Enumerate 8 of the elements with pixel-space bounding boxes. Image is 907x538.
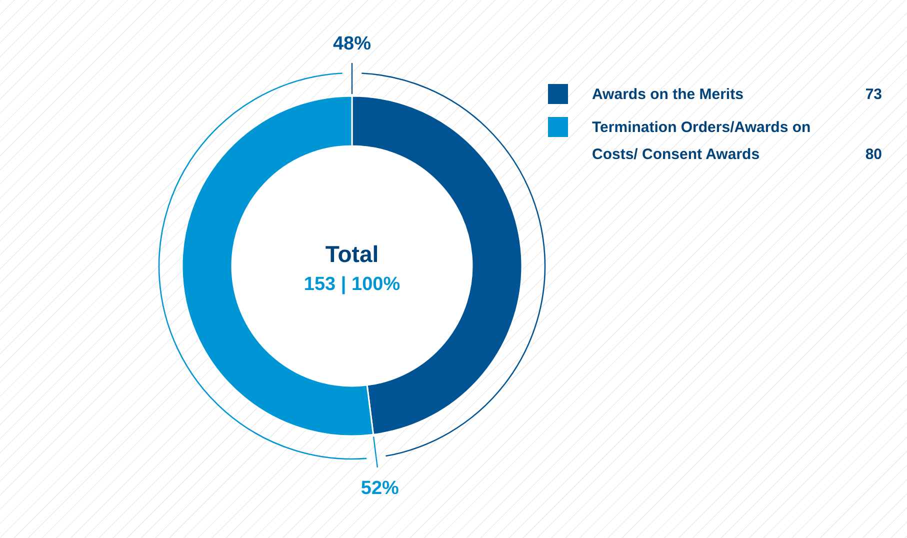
text: 73 (865, 86, 882, 103)
legend-label: Termination Orders/Awards on Costs/ Consent Awards (592, 119, 811, 163)
data-label: 52% (360, 478, 400, 499)
legend-label: Awards on the Merits (592, 86, 744, 103)
text: 153 | 100% (304, 274, 400, 295)
data-label: 48% (332, 34, 372, 55)
text: Total (325, 241, 379, 267)
text: 80 (865, 146, 882, 163)
